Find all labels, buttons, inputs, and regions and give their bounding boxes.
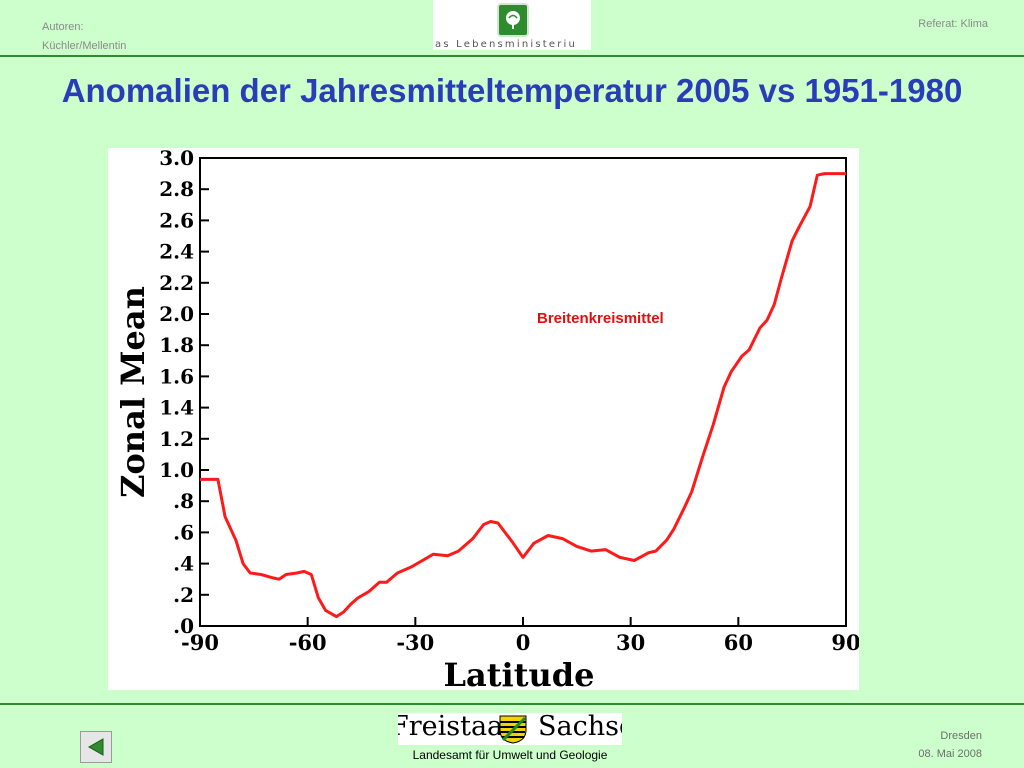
slide-title: Anomalien der Jahresmitteltemperatur 200…: [61, 72, 963, 109]
y-tick-label: .6: [173, 520, 194, 544]
authors-block: Autoren: Küchler/Mellentin: [42, 18, 126, 56]
y-tick-label: 2.6: [159, 208, 194, 232]
ministry-logo-text: as Lebensministeriu: [435, 39, 578, 50]
x-tick-label: 30: [616, 630, 645, 655]
x-tick-label: -30: [396, 630, 434, 655]
footer-rule: [0, 703, 1024, 705]
footer-city: Dresden: [940, 730, 982, 742]
ministry-logo: as Lebensministeriu: [433, 0, 591, 50]
logo-word-left: Freistaat: [398, 713, 515, 742]
footer-date: 08. Mai 2008: [918, 748, 982, 760]
y-tick-label: 1.4: [159, 396, 194, 420]
y-tick-label: 1.8: [159, 333, 194, 357]
y-tick-label: 1.0: [159, 458, 194, 482]
x-axis-label: Latitude: [444, 656, 595, 690]
previous-slide-button[interactable]: [80, 731, 112, 763]
plot-frame: [199, 157, 847, 627]
y-tick-label: 1.2: [159, 427, 194, 451]
y-tick-label: 1.6: [159, 364, 194, 388]
leaf-icon: [497, 3, 529, 37]
chart-annotation: Breitenkreismittel: [537, 310, 664, 327]
x-tick-label: 90: [831, 630, 859, 655]
y-tick-label: 2.4: [159, 240, 194, 264]
coat-of-arms-icon: [499, 715, 527, 744]
y-tick-label: 2.0: [159, 302, 194, 326]
topic-label: Referat: Klima: [918, 18, 988, 30]
y-tick-label: .8: [173, 489, 194, 513]
x-tick-label: -60: [289, 630, 327, 655]
authors-label: Autoren:: [42, 21, 84, 33]
authors-names: Küchler/Mellentin: [42, 40, 127, 52]
saxony-logo: Freistaat Sachsen: [398, 713, 622, 745]
y-axis-label: Zonal Mean: [114, 286, 152, 498]
header-rule: [0, 55, 1024, 57]
chart-svg: .0 .2 .4 .6 .8 1.0 1.2 1.4 1.6 1.8 2.0 2.2 2.4 2.6 2.8…: [114, 148, 859, 690]
y-tick-label: .0: [173, 614, 194, 638]
institution-name: Landesamt für Umwelt und Geologie: [412, 748, 608, 762]
y-tick-label: 2.8: [159, 177, 194, 201]
y-tick-label: 2.2: [159, 271, 194, 295]
y-tick-label: 3.0: [159, 148, 194, 170]
arrow-left-icon: [88, 738, 104, 756]
footer-meta: Dresden 08. Mai 2008: [918, 727, 982, 763]
y-tick-label: .2: [173, 583, 194, 607]
logo-word-right: Sachsen: [538, 713, 622, 742]
x-tick-label: 0: [516, 630, 531, 655]
y-tick-label: .4: [173, 552, 194, 576]
x-tick-label: -90: [181, 630, 219, 655]
zonal-mean-chart: .0 .2 .4 .6 .8 1.0 1.2 1.4 1.6 1.8 2.0 2.2 2.4 2.6 2.8…: [108, 148, 859, 690]
data-line: [200, 172, 846, 619]
x-tick-label: 60: [724, 630, 753, 655]
